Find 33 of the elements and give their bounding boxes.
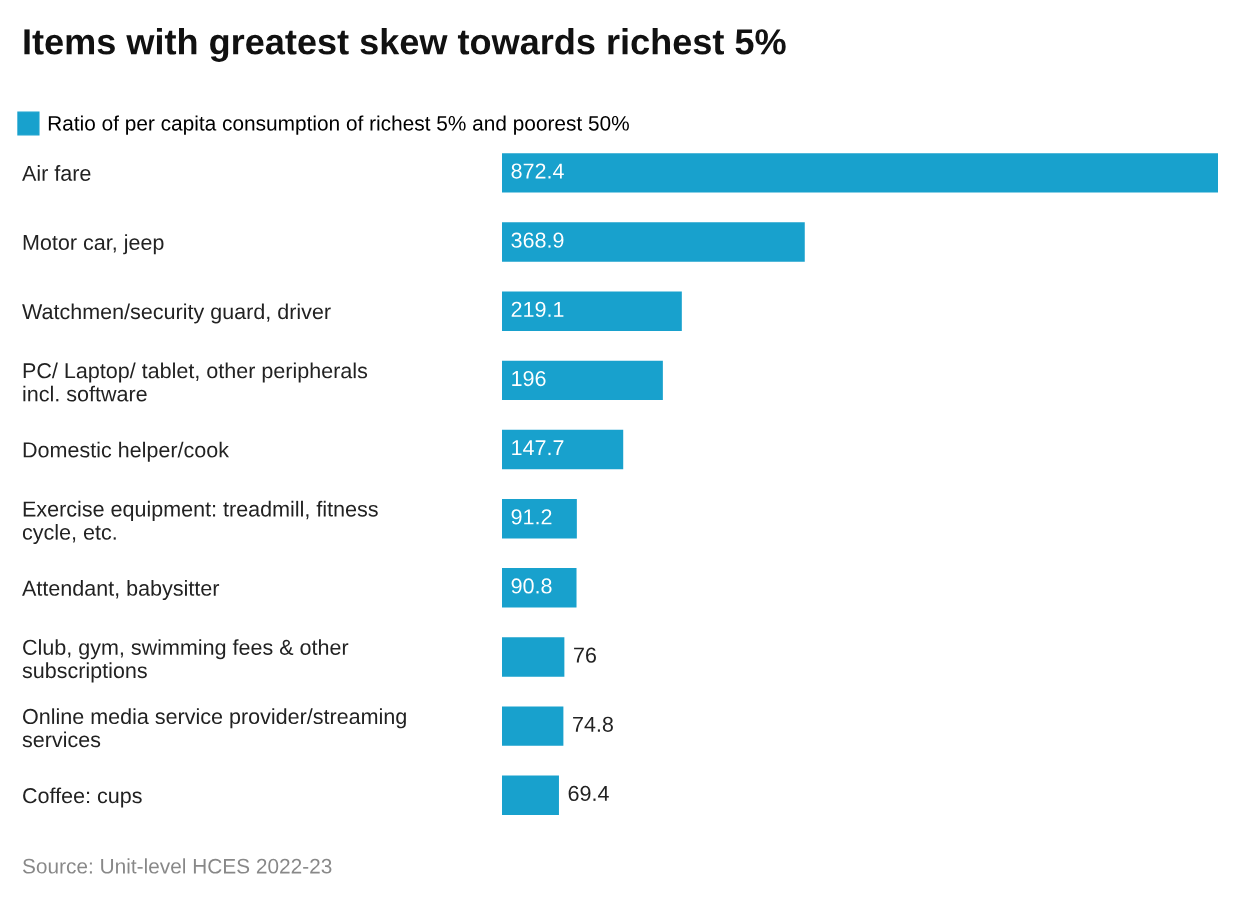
- data-label: 196: [512, 370, 546, 387]
- bar: [502, 637, 565, 677]
- data-label: 76: [574, 647, 596, 663]
- y-tick-label: Exercise equipment: treadmill, fitness cycle, etc.: [22, 500, 378, 545]
- data-label: 368.9: [511, 232, 564, 248]
- bar: [502, 429, 624, 470]
- y-tick-label: Domestic helper/cook: [23, 441, 230, 462]
- y-tick-label: Coffee: cups: [23, 787, 142, 808]
- bar: [502, 291, 682, 331]
- data-label: 147.7: [512, 440, 564, 456]
- data-label: 91.2: [511, 509, 552, 525]
- data-label: 90.8: [511, 578, 552, 594]
- y-tick-label: Attendant, babysitter: [22, 580, 220, 601]
- data-label: 69.4: [568, 785, 609, 802]
- data-label: 872.4: [511, 163, 564, 179]
- bar: [502, 153, 1218, 193]
- bar: [502, 706, 564, 746]
- bar: [502, 360, 663, 401]
- chart-title: Items with greatest skew towards richest 5%: [24, 28, 786, 62]
- y-tick-label: PC/ Laptop/ tablet, other peripherals incl. software: [23, 362, 368, 402]
- data-label: 219.1: [511, 301, 564, 317]
- y-tick-label: Watchmen/security guard, driver: [22, 303, 331, 324]
- bar: [502, 222, 805, 262]
- y-tick-label: Motor car, jeep: [23, 234, 164, 255]
- bar: [502, 568, 577, 608]
- y-tick-label: Club, gym, swimming fees & other subscriptions: [22, 639, 349, 683]
- y-tick-label: Online media service provider/streaming services: [22, 708, 406, 748]
- bar: [502, 498, 577, 539]
- bar: [502, 775, 559, 815]
- source-note: Source: Unit-level HCES 2022-23: [22, 858, 332, 874]
- legend-label: Ratio of per capita consumption of richest 5% and poorest 50%: [48, 115, 629, 135]
- data-label: 74.8: [573, 716, 613, 732]
- y-tick-label: Air fare: [22, 165, 91, 181]
